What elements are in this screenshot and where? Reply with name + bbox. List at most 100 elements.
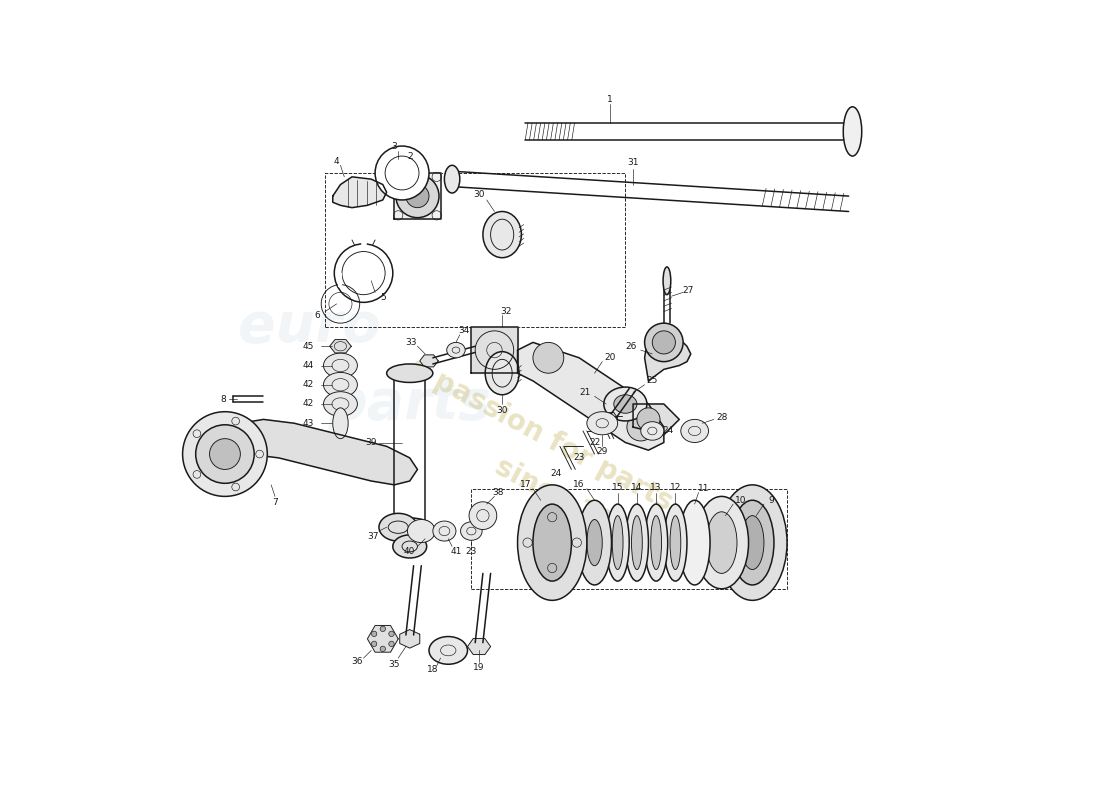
Text: 26: 26 bbox=[626, 342, 637, 350]
Ellipse shape bbox=[706, 512, 737, 574]
Text: 41: 41 bbox=[450, 547, 462, 556]
Circle shape bbox=[381, 646, 385, 651]
Ellipse shape bbox=[670, 516, 681, 570]
Ellipse shape bbox=[637, 408, 660, 431]
Text: 39: 39 bbox=[365, 438, 377, 447]
Ellipse shape bbox=[663, 267, 671, 294]
Ellipse shape bbox=[534, 504, 572, 581]
Ellipse shape bbox=[587, 412, 618, 435]
Circle shape bbox=[372, 631, 377, 637]
Ellipse shape bbox=[604, 387, 647, 421]
Text: 45: 45 bbox=[302, 342, 313, 350]
Text: 17: 17 bbox=[519, 480, 531, 490]
Ellipse shape bbox=[586, 519, 603, 566]
Polygon shape bbox=[420, 355, 438, 367]
Ellipse shape bbox=[652, 331, 675, 354]
Text: 29: 29 bbox=[596, 447, 608, 456]
Ellipse shape bbox=[323, 353, 358, 378]
Polygon shape bbox=[471, 327, 517, 373]
Text: 6: 6 bbox=[315, 311, 320, 320]
Ellipse shape bbox=[429, 637, 468, 664]
Ellipse shape bbox=[469, 502, 497, 530]
Ellipse shape bbox=[578, 500, 612, 585]
Ellipse shape bbox=[730, 500, 774, 585]
Text: 38: 38 bbox=[493, 488, 504, 497]
Text: 30: 30 bbox=[473, 190, 485, 199]
Ellipse shape bbox=[461, 522, 482, 540]
Ellipse shape bbox=[444, 166, 460, 193]
Text: 31: 31 bbox=[627, 158, 639, 167]
Ellipse shape bbox=[407, 519, 436, 542]
Ellipse shape bbox=[631, 516, 642, 570]
Polygon shape bbox=[634, 404, 680, 435]
Text: euro: euro bbox=[239, 300, 381, 354]
Text: 8: 8 bbox=[220, 395, 227, 404]
Ellipse shape bbox=[323, 392, 358, 416]
Text: 15: 15 bbox=[612, 482, 624, 492]
Text: 22: 22 bbox=[588, 438, 601, 447]
Text: 10: 10 bbox=[735, 496, 747, 505]
Ellipse shape bbox=[393, 535, 427, 558]
Polygon shape bbox=[468, 638, 491, 654]
Polygon shape bbox=[330, 339, 351, 353]
Ellipse shape bbox=[681, 419, 708, 442]
Text: 42: 42 bbox=[302, 399, 313, 409]
Text: 24: 24 bbox=[550, 469, 562, 478]
Ellipse shape bbox=[664, 504, 686, 581]
Circle shape bbox=[183, 412, 267, 496]
Ellipse shape bbox=[645, 504, 668, 581]
Ellipse shape bbox=[332, 408, 348, 438]
Circle shape bbox=[388, 631, 394, 637]
Ellipse shape bbox=[323, 373, 358, 397]
Polygon shape bbox=[394, 173, 440, 219]
Ellipse shape bbox=[432, 521, 455, 541]
Ellipse shape bbox=[613, 516, 623, 570]
Text: 21: 21 bbox=[580, 388, 591, 397]
Ellipse shape bbox=[483, 211, 521, 258]
Text: 34: 34 bbox=[458, 326, 470, 335]
Text: 27: 27 bbox=[683, 286, 694, 294]
Text: 43: 43 bbox=[302, 418, 313, 428]
Polygon shape bbox=[399, 630, 420, 648]
Text: 2: 2 bbox=[407, 151, 412, 161]
Text: 37: 37 bbox=[367, 532, 378, 541]
Ellipse shape bbox=[606, 504, 629, 581]
Ellipse shape bbox=[741, 516, 763, 570]
Circle shape bbox=[196, 425, 254, 483]
Circle shape bbox=[381, 626, 385, 631]
Ellipse shape bbox=[406, 185, 429, 208]
Text: 4: 4 bbox=[333, 157, 340, 166]
Text: 23: 23 bbox=[573, 454, 585, 462]
Ellipse shape bbox=[532, 342, 563, 373]
Ellipse shape bbox=[614, 394, 637, 414]
Ellipse shape bbox=[396, 174, 439, 218]
Ellipse shape bbox=[627, 414, 654, 441]
Text: 40: 40 bbox=[404, 547, 416, 556]
Text: 18: 18 bbox=[427, 665, 439, 674]
Text: 36: 36 bbox=[352, 658, 363, 666]
Ellipse shape bbox=[375, 146, 429, 200]
Polygon shape bbox=[645, 334, 691, 381]
Text: 24: 24 bbox=[662, 426, 673, 435]
Circle shape bbox=[372, 641, 377, 646]
Text: 7: 7 bbox=[272, 498, 278, 507]
Ellipse shape bbox=[844, 106, 861, 156]
Text: 30: 30 bbox=[496, 406, 508, 414]
Ellipse shape bbox=[378, 514, 418, 541]
Ellipse shape bbox=[387, 364, 433, 382]
Text: 28: 28 bbox=[716, 414, 727, 422]
Ellipse shape bbox=[645, 323, 683, 362]
Text: 32: 32 bbox=[500, 307, 512, 316]
Text: since 1985: since 1985 bbox=[491, 452, 652, 556]
Text: 19: 19 bbox=[473, 663, 485, 672]
Text: 23: 23 bbox=[465, 547, 477, 556]
Text: 9: 9 bbox=[769, 496, 774, 505]
Text: 1: 1 bbox=[607, 95, 613, 104]
Text: 12: 12 bbox=[670, 482, 681, 492]
Ellipse shape bbox=[640, 422, 663, 440]
Text: 3: 3 bbox=[392, 142, 397, 150]
Text: a passion for parts: a passion for parts bbox=[404, 354, 678, 516]
Text: 44: 44 bbox=[302, 361, 313, 370]
Text: 25: 25 bbox=[647, 376, 658, 386]
Ellipse shape bbox=[680, 500, 711, 585]
